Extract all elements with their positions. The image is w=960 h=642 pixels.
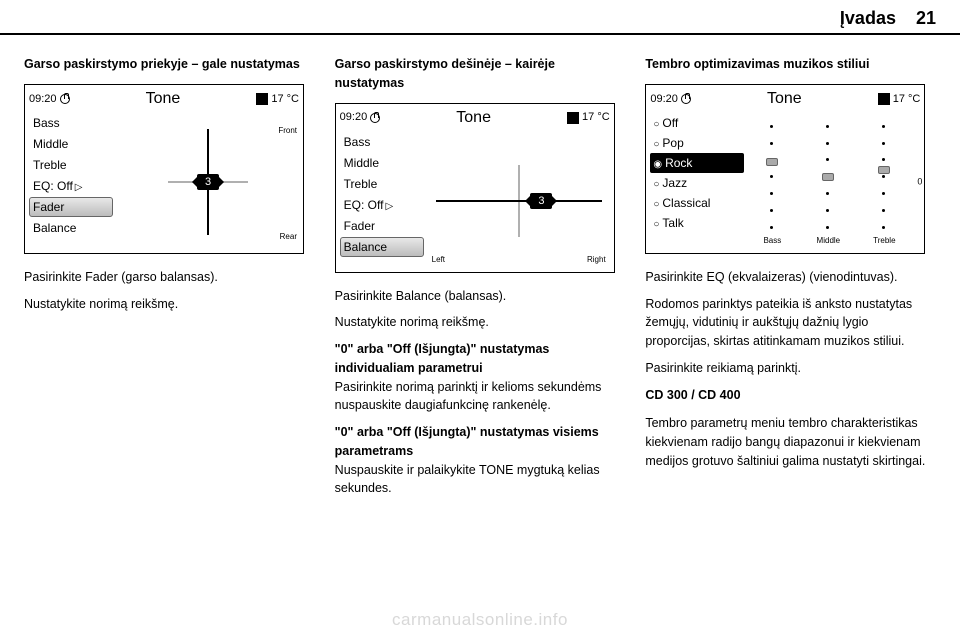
menu-treble[interactable]: Treble bbox=[29, 155, 113, 175]
col2-p3-t: Pasirinkite norimą parinktį ir kelioms s… bbox=[335, 380, 602, 413]
eq-jazz[interactable]: Jazz bbox=[650, 173, 744, 193]
col2-heading: Garso paskirstymo dešinėje – kairėje nus… bbox=[335, 55, 626, 93]
eq-classical[interactable]: Classical bbox=[650, 193, 744, 213]
screen-header: 09:20 Tone 17 °C bbox=[336, 104, 614, 130]
front-label: Front bbox=[278, 125, 297, 137]
chevron-right-icon: ▷ bbox=[383, 201, 393, 212]
menu-fader[interactable]: Fader bbox=[29, 197, 113, 217]
col3-h2: CD 300 / CD 400 bbox=[645, 386, 936, 405]
eq-zero-label: 0 bbox=[917, 175, 922, 189]
eq-slider-treble[interactable] bbox=[878, 166, 890, 174]
menu-middle[interactable]: Middle bbox=[340, 153, 424, 173]
temp-label: 17 °C bbox=[582, 109, 610, 126]
menu-eq[interactable]: EQ: Off▷ bbox=[340, 195, 424, 215]
content-columns: Garso paskirstymo priekyje – gale nustat… bbox=[0, 35, 960, 526]
eq-slider-middle[interactable] bbox=[822, 173, 834, 181]
lock-icon bbox=[681, 94, 691, 104]
clock-label: 09:20 bbox=[340, 109, 368, 126]
temp-icon bbox=[878, 93, 890, 105]
eq-menu: Off Pop Rock Jazz Classical Talk bbox=[646, 111, 744, 253]
col3-heading: Tembro optimizavimas muzikos stiliui bbox=[645, 55, 936, 74]
column-balance: Garso paskirstymo dešinėje – kairėje nus… bbox=[335, 55, 626, 506]
temp-icon bbox=[256, 93, 268, 105]
screen-title: Tone bbox=[73, 87, 254, 111]
temp-label: 17 °C bbox=[893, 91, 921, 108]
screen-body: Bass Middle Treble EQ: Off▷ Fader Balanc… bbox=[336, 130, 614, 272]
column-eq: Tembro optimizavimas muzikos stiliui 09:… bbox=[645, 55, 936, 506]
col2-p3-b: "0" arba "Off (Išjungta)" nustatymas ind… bbox=[335, 342, 550, 375]
menu-balance[interactable]: Balance bbox=[29, 218, 113, 238]
col2-p4-t: Nuspauskite ir palaikykite TONE mygtuką … bbox=[335, 463, 600, 496]
menu-balance[interactable]: Balance bbox=[340, 237, 424, 257]
balance-graph: Left Right · · · · · · · · · · · · 3 bbox=[424, 130, 614, 272]
left-label: Left bbox=[432, 254, 445, 266]
lock-icon bbox=[60, 94, 70, 104]
temp-icon bbox=[567, 112, 579, 124]
eq-col-treble bbox=[878, 125, 890, 229]
eq-pop[interactable]: Pop bbox=[650, 133, 744, 153]
screen-title: Tone bbox=[694, 87, 875, 111]
screen-body: Off Pop Rock Jazz Classical Talk 0 Bass bbox=[646, 111, 924, 253]
col2-p3: "0" arba "Off (Išjungta)" nustatymas ind… bbox=[335, 340, 626, 415]
col2-p4-b: "0" arba "Off (Išjungta)" nustatymas vis… bbox=[335, 425, 599, 458]
col1-p1: Pasirinkite Fader (garso balansas). bbox=[24, 268, 315, 287]
chevron-right-icon: ▷ bbox=[73, 182, 83, 193]
eq-talk[interactable]: Talk bbox=[650, 213, 744, 233]
section-title: Įvadas bbox=[840, 8, 896, 29]
eq-lbl-treble: Treble bbox=[873, 235, 895, 247]
screen-eq: 09:20 Tone 17 °C Off Pop Rock Jazz Class… bbox=[645, 84, 925, 254]
eq-slider-bass[interactable] bbox=[766, 158, 778, 166]
screen-title: Tone bbox=[383, 106, 564, 130]
screen-body: Bass Middle Treble EQ: Off▷ Fader Balanc… bbox=[25, 111, 303, 253]
screen-balance: 09:20 Tone 17 °C Bass Middle Treble EQ: … bbox=[335, 103, 615, 273]
screen-fader: 09:20 Tone 17 °C Bass Middle Treble EQ: … bbox=[24, 84, 304, 254]
menu-eq[interactable]: EQ: Off▷ bbox=[29, 176, 113, 196]
menu-eq-label: EQ: Off bbox=[344, 198, 384, 212]
clock-label: 09:20 bbox=[29, 91, 57, 108]
fader-graph: Front Rear ··· ··· 3 bbox=[113, 111, 303, 253]
col1-heading: Garso paskirstymo priekyje – gale nustat… bbox=[24, 55, 315, 74]
page-number: 21 bbox=[916, 8, 936, 29]
eq-graph: 0 Bass Middle bbox=[744, 111, 924, 253]
fader-knob[interactable]: 3 bbox=[197, 174, 219, 190]
eq-lbl-middle: Middle bbox=[817, 235, 841, 247]
eq-lbl-bass: Bass bbox=[763, 235, 781, 247]
eq-col-bass bbox=[766, 125, 778, 229]
col2-p2: Nustatykite norimą reikšmę. bbox=[335, 313, 626, 332]
col1-p2: Nustatykite norimą reikšmę. bbox=[24, 295, 315, 314]
watermark: carmanualsonline.info bbox=[0, 610, 960, 630]
dots-left: · · · · · · bbox=[452, 195, 501, 207]
eq-col-middle bbox=[822, 125, 834, 229]
right-label: Right bbox=[587, 254, 606, 266]
column-fader: Garso paskirstymo priekyje – gale nustat… bbox=[24, 55, 315, 506]
col2-p4: "0" arba "Off (Išjungta)" nustatymas vis… bbox=[335, 423, 626, 498]
clock-label: 09:20 bbox=[650, 91, 678, 108]
col3-p1: Pasirinkite EQ (ekvalaizeras) (vienodint… bbox=[645, 268, 936, 287]
eq-off[interactable]: Off bbox=[650, 113, 744, 133]
dots-bottom: ··· bbox=[202, 217, 214, 231]
col3-p4: Tembro parametrų meniu tembro charakteri… bbox=[645, 414, 936, 470]
menu-middle[interactable]: Middle bbox=[29, 134, 113, 154]
tone-menu: Bass Middle Treble EQ: Off▷ Fader Balanc… bbox=[25, 111, 113, 253]
menu-eq-label: EQ: Off bbox=[33, 179, 73, 193]
page-header: Įvadas 21 bbox=[0, 0, 960, 35]
eq-rock[interactable]: Rock bbox=[650, 153, 744, 173]
balance-knob[interactable]: 3 bbox=[530, 193, 552, 209]
screen-header: 09:20 Tone 17 °C bbox=[646, 85, 924, 111]
tone-menu: Bass Middle Treble EQ: Off▷ Fader Balanc… bbox=[336, 130, 424, 272]
menu-treble[interactable]: Treble bbox=[340, 174, 424, 194]
screen-header: 09:20 Tone 17 °C bbox=[25, 85, 303, 111]
dots-top: ··· bbox=[202, 133, 214, 147]
temp-label: 17 °C bbox=[271, 91, 299, 108]
col2-p1: Pasirinkite Balance (balansas). bbox=[335, 287, 626, 306]
menu-bass[interactable]: Bass bbox=[340, 132, 424, 152]
lock-icon bbox=[370, 113, 380, 123]
menu-fader[interactable]: Fader bbox=[340, 216, 424, 236]
col3-p2: Rodomos parinktys pateikia iš anksto nus… bbox=[645, 295, 936, 351]
rear-label: Rear bbox=[280, 231, 297, 243]
col3-p3: Pasirinkite reikiamą parinktį. bbox=[645, 359, 936, 378]
menu-bass[interactable]: Bass bbox=[29, 113, 113, 133]
